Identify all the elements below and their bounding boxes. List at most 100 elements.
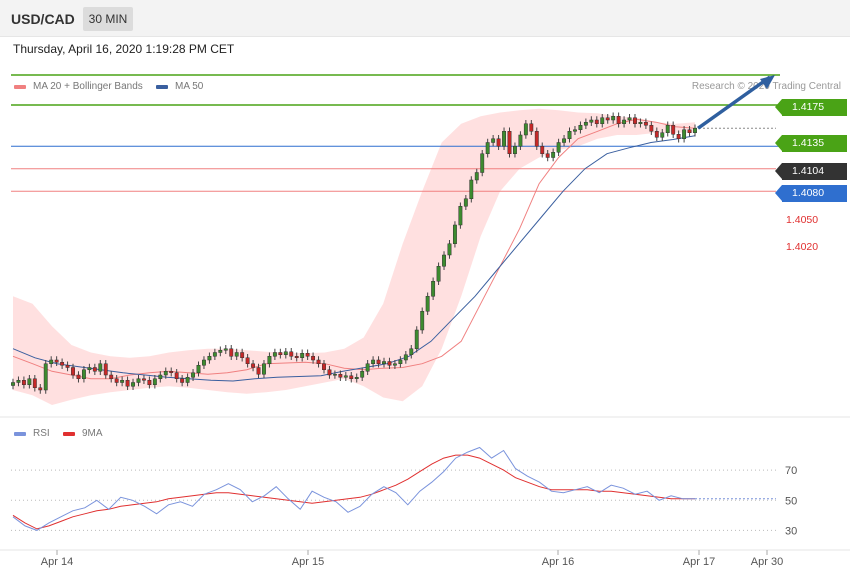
candle bbox=[354, 377, 359, 379]
candle bbox=[142, 378, 146, 381]
candle bbox=[16, 380, 21, 383]
candle bbox=[360, 371, 365, 378]
level-text-6: 1.4020 bbox=[776, 239, 846, 256]
candle bbox=[442, 254, 446, 267]
candle bbox=[540, 146, 545, 154]
candle bbox=[627, 117, 632, 121]
candle bbox=[409, 348, 414, 355]
x-tick-label: Apr 17 bbox=[683, 556, 715, 568]
candle bbox=[245, 357, 250, 364]
rsi-tick-label: 50 bbox=[785, 495, 797, 507]
candle bbox=[202, 359, 206, 366]
candle bbox=[229, 348, 234, 357]
candle bbox=[103, 363, 108, 376]
legend-rsi: RSI bbox=[14, 428, 50, 439]
candle bbox=[147, 380, 152, 385]
candle bbox=[43, 363, 48, 391]
candle bbox=[436, 266, 441, 282]
candle bbox=[518, 134, 523, 147]
candle bbox=[234, 352, 239, 357]
level-badge-4: 1.4080 bbox=[775, 185, 847, 202]
candle bbox=[496, 138, 501, 147]
candle bbox=[523, 123, 528, 136]
candle bbox=[163, 371, 168, 376]
candle bbox=[169, 371, 174, 373]
candle bbox=[283, 351, 288, 355]
bollinger-band bbox=[13, 108, 695, 405]
candle bbox=[447, 243, 452, 256]
candle bbox=[294, 356, 299, 358]
candle bbox=[87, 367, 92, 370]
candle bbox=[529, 123, 534, 132]
candle bbox=[81, 369, 86, 379]
candle bbox=[562, 138, 566, 143]
candle bbox=[109, 374, 114, 379]
candle bbox=[474, 172, 479, 181]
candle bbox=[38, 387, 43, 391]
rsi-ma9-line bbox=[12, 454, 695, 530]
candle bbox=[322, 363, 326, 370]
candle bbox=[185, 377, 190, 383]
chart-datetime: Thursday, April 16, 2020 1:19:28 PM CET bbox=[13, 42, 235, 56]
x-tick-label: Apr 14 bbox=[41, 556, 73, 568]
candle bbox=[649, 125, 654, 132]
level-badge-3: 1.4104 bbox=[775, 163, 847, 180]
level-badge-1: 1.4175 bbox=[775, 99, 847, 116]
candle bbox=[545, 153, 550, 158]
candle bbox=[371, 359, 376, 364]
candle bbox=[414, 329, 419, 349]
candle bbox=[507, 131, 512, 154]
candle bbox=[332, 374, 337, 376]
candle bbox=[316, 359, 321, 364]
candle bbox=[327, 369, 332, 376]
legend-ma20-label: MA 20 + Bollinger Bands bbox=[33, 81, 143, 92]
level-value-3: 1.4104 bbox=[792, 165, 825, 177]
candle bbox=[567, 131, 572, 139]
candle bbox=[485, 142, 490, 154]
candle bbox=[114, 378, 119, 383]
level-value-1: 1.4175 bbox=[792, 101, 825, 113]
candle bbox=[343, 375, 348, 378]
candle bbox=[491, 138, 496, 143]
candle bbox=[191, 372, 195, 378]
candle bbox=[49, 359, 54, 364]
timeframe-badge[interactable]: 30 MIN bbox=[83, 7, 133, 31]
candle bbox=[665, 125, 670, 133]
candle bbox=[65, 365, 70, 368]
candle bbox=[452, 224, 457, 244]
rsi-tick-label: 30 bbox=[785, 525, 797, 537]
candle bbox=[21, 380, 26, 385]
candle bbox=[272, 352, 277, 357]
candle bbox=[262, 363, 266, 375]
candle bbox=[534, 131, 539, 147]
level-badge-2-arrow bbox=[775, 135, 782, 151]
candle bbox=[92, 367, 97, 372]
ma50-swatch bbox=[156, 84, 168, 89]
candle bbox=[398, 359, 403, 364]
candle bbox=[469, 179, 474, 199]
candle bbox=[513, 146, 517, 154]
candle bbox=[305, 353, 310, 357]
candle bbox=[218, 350, 223, 353]
level-badge-3-arrow bbox=[775, 163, 782, 179]
candle bbox=[76, 374, 81, 379]
candle bbox=[158, 374, 163, 379]
candle bbox=[376, 359, 381, 364]
candle bbox=[551, 152, 556, 158]
candle bbox=[131, 382, 135, 387]
candle bbox=[611, 116, 616, 121]
candle bbox=[431, 281, 436, 297]
candle bbox=[660, 132, 665, 138]
candle bbox=[605, 117, 610, 121]
candle bbox=[687, 129, 692, 133]
candle bbox=[458, 206, 463, 226]
candle bbox=[32, 378, 37, 388]
candle bbox=[392, 363, 397, 366]
candle bbox=[616, 116, 621, 124]
candle bbox=[573, 129, 577, 132]
candle bbox=[212, 352, 217, 357]
ma20-swatch bbox=[14, 84, 26, 89]
level-value-2: 1.4135 bbox=[792, 137, 825, 149]
candle bbox=[425, 296, 430, 312]
